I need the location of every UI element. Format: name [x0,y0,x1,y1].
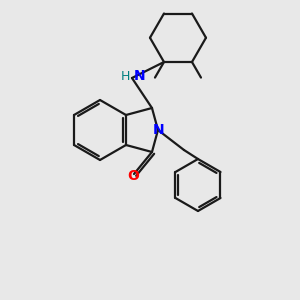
Text: N: N [153,123,165,137]
Text: O: O [127,169,139,183]
Text: H: H [121,70,130,83]
Text: N: N [134,69,146,83]
